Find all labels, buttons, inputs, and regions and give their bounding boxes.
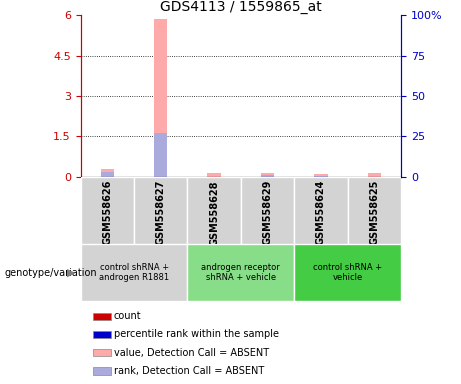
Text: GSM558627: GSM558627: [156, 180, 166, 245]
Bar: [94, 367, 111, 374]
Text: GSM558626: GSM558626: [102, 180, 112, 245]
Text: GSM558628: GSM558628: [209, 180, 219, 245]
Bar: [241, 177, 294, 244]
Text: value, Detection Call = ABSENT: value, Detection Call = ABSENT: [114, 348, 269, 358]
Bar: [314, 176, 328, 177]
Bar: [348, 177, 401, 244]
Title: GDS4113 / 1559865_at: GDS4113 / 1559865_at: [160, 0, 322, 14]
Bar: [100, 169, 114, 177]
Bar: [294, 244, 401, 301]
Bar: [188, 244, 294, 301]
Bar: [154, 133, 167, 177]
Text: genotype/variation: genotype/variation: [5, 268, 97, 278]
Text: control shRNA +
vehicle: control shRNA + vehicle: [313, 263, 382, 282]
Text: count: count: [114, 311, 142, 321]
Bar: [207, 173, 221, 177]
Text: percentile rank within the sample: percentile rank within the sample: [114, 329, 279, 339]
Bar: [94, 313, 111, 320]
Bar: [368, 173, 381, 177]
Bar: [134, 177, 188, 244]
Bar: [261, 175, 274, 177]
Text: GSM558629: GSM558629: [263, 180, 272, 245]
Bar: [294, 177, 348, 244]
Bar: [94, 331, 111, 338]
Bar: [100, 172, 114, 177]
Bar: [81, 244, 188, 301]
Text: GSM558624: GSM558624: [316, 180, 326, 245]
Text: GSM558625: GSM558625: [369, 180, 379, 245]
Bar: [94, 349, 111, 356]
Text: rank, Detection Call = ABSENT: rank, Detection Call = ABSENT: [114, 366, 264, 376]
Text: control shRNA +
androgen R1881: control shRNA + androgen R1881: [99, 263, 169, 282]
Bar: [154, 20, 167, 177]
Bar: [261, 173, 274, 177]
Bar: [188, 177, 241, 244]
Bar: [81, 177, 134, 244]
Text: androgen receptor
shRNA + vehicle: androgen receptor shRNA + vehicle: [201, 263, 280, 282]
Bar: [314, 174, 328, 177]
Text: ▶: ▶: [67, 268, 75, 278]
